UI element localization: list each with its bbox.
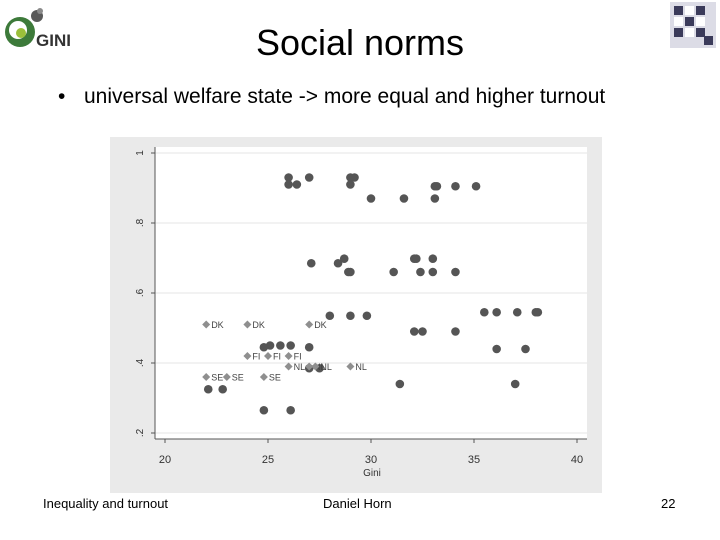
y-tick-label: .6 (135, 288, 146, 297)
scatter-point (259, 342, 269, 352)
slide-title: Social norms (255, 22, 465, 63)
scatter-point (428, 254, 438, 263)
x-tick-label: 25 (262, 454, 274, 466)
x-axis-title: Gini (363, 468, 381, 479)
page-number: 22 (661, 496, 676, 511)
scatter-point (428, 267, 438, 277)
scatter-point (346, 180, 355, 189)
scatter-point (451, 181, 460, 191)
country-label: DK (211, 320, 224, 330)
scatter-point (350, 173, 359, 182)
country-diamond-point (243, 352, 252, 360)
grid-lines (155, 152, 587, 434)
country-label: FI (252, 352, 260, 362)
scatter-point (451, 267, 460, 277)
country-diamond-point (259, 373, 268, 381)
country-label: NL (320, 362, 332, 372)
scatter-point (521, 344, 530, 354)
scatter-point (276, 341, 285, 350)
logo-text: GINI (36, 31, 71, 50)
scatter-point (286, 405, 295, 415)
country-label: NL (355, 362, 367, 372)
scatter-point (339, 254, 349, 263)
country-diamond-point (305, 362, 314, 371)
scatter-point (395, 379, 405, 389)
y-tick-label: .4 (135, 358, 146, 367)
country-diamond-point (311, 362, 320, 371)
scatter-point (510, 379, 520, 389)
y-tick-label: .2 (135, 428, 146, 437)
bullet-marker: • (58, 85, 66, 108)
scatter-point (203, 384, 213, 394)
scatter-point (480, 307, 489, 317)
scatter-point (366, 194, 376, 203)
country-label: DK (252, 320, 265, 330)
footer-topic: Inequality and turnout (43, 496, 169, 511)
axes: .2 .4 .6 .8 1 20 25 30 35 40 (135, 147, 587, 466)
y-tick-label: .8 (135, 218, 146, 227)
scatter-point (218, 384, 227, 394)
scatter-point (409, 327, 419, 336)
x-tick-label: 35 (468, 454, 480, 466)
scatter-point (430, 194, 440, 203)
country-label: FI (273, 352, 281, 362)
country-label: SE (211, 373, 223, 383)
scatter-point (512, 307, 522, 317)
x-tick-label: 30 (365, 454, 377, 466)
bullet-text: universal welfare state -> more equal an… (84, 85, 606, 108)
x-tick-label: 20 (159, 454, 171, 466)
scatter-point (416, 267, 425, 277)
scatter-point (412, 254, 421, 263)
country-diamond-point (305, 320, 314, 329)
scatter-point (284, 180, 293, 189)
country-label: FI (294, 352, 302, 362)
country-diamond-point (202, 373, 211, 381)
scatter-point (492, 344, 501, 354)
scatter-point (292, 180, 302, 189)
scatter-point (306, 258, 316, 268)
bullet-item: • universal welfare state -> more equal a… (58, 85, 605, 109)
country-label: NL (314, 362, 326, 372)
country-label: SE (269, 373, 281, 383)
scatter-point (389, 267, 398, 277)
corner-decoration (670, 2, 716, 48)
scatter-point (344, 267, 353, 277)
x-tick-label: 40 (571, 454, 583, 466)
country-diamond-point (284, 352, 293, 360)
scatter-point (284, 173, 293, 182)
footer-author: Daniel Horn (323, 496, 392, 511)
scatter-point (304, 173, 314, 182)
country-diamond-point (264, 352, 272, 360)
scatter-point (346, 311, 355, 321)
scatter-point (362, 311, 372, 321)
gini-logo: GINI (5, 8, 71, 50)
scatter-point (325, 311, 335, 321)
scatter-point (286, 341, 295, 350)
y-tick-label: 1 (135, 150, 146, 156)
scatter-point (399, 194, 409, 203)
scatter-point (259, 405, 269, 415)
scatter-point (418, 327, 427, 336)
scatter-point (333, 258, 343, 268)
scatter-point (304, 342, 314, 352)
country-label: DK (314, 320, 327, 330)
scatter-point (531, 307, 541, 317)
country-diamond-point (346, 362, 355, 371)
country-diamond-point (284, 362, 293, 371)
country-diamond-point (243, 320, 252, 329)
country-diamond-point (202, 320, 211, 329)
country-label: NL (294, 362, 306, 372)
country-label: SE (232, 373, 244, 383)
scatter-point (432, 181, 442, 191)
scatter-point (492, 307, 501, 317)
scatter-point (471, 181, 481, 191)
scatter-point (451, 327, 460, 336)
country-diamond-point (222, 373, 231, 381)
